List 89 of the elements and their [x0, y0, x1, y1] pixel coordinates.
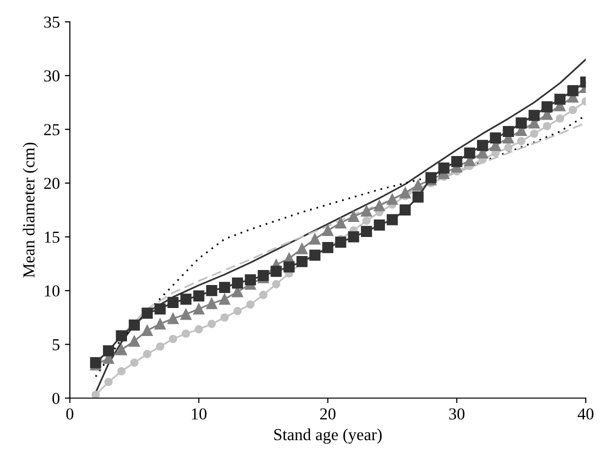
point: [528, 110, 540, 121]
point: [104, 378, 113, 386]
point: [206, 298, 218, 310]
y-axis-title: Mean diameter (cm): [22, 142, 38, 278]
point: [208, 320, 216, 328]
y-tick-label: 5: [52, 339, 60, 350]
point: [116, 344, 127, 356]
point: [168, 334, 178, 344]
point: [542, 122, 552, 130]
point: [142, 324, 153, 336]
point: [554, 94, 566, 105]
point: [556, 114, 564, 123]
point: [193, 303, 204, 314]
point: [477, 140, 488, 152]
x-tick-label: 10: [192, 408, 207, 420]
x-tick-label: 0: [66, 408, 74, 420]
point: [348, 231, 360, 242]
point: [568, 106, 578, 114]
point: [244, 274, 256, 286]
point: [517, 137, 526, 146]
point: [335, 217, 346, 228]
point: [504, 143, 513, 152]
point: [438, 162, 450, 174]
point: [296, 256, 308, 268]
point: [233, 306, 242, 316]
x-tick-label: 30: [449, 408, 464, 420]
point: [284, 261, 295, 273]
point: [128, 319, 140, 331]
point: [516, 117, 527, 128]
point: [259, 290, 268, 300]
point: [128, 336, 140, 347]
point: [219, 294, 230, 305]
point: [130, 358, 138, 367]
point: [143, 350, 152, 358]
point: [180, 294, 192, 305]
point: [386, 214, 398, 226]
point: [451, 156, 462, 168]
y-tick-label: 25: [44, 124, 60, 136]
point: [502, 126, 514, 138]
point: [360, 226, 372, 238]
point: [412, 192, 424, 203]
point: [270, 266, 282, 277]
x-tick-label: 40: [578, 408, 594, 420]
point: [206, 285, 218, 296]
point: [272, 280, 280, 288]
y-tick-label: 30: [44, 70, 60, 82]
point: [219, 282, 230, 293]
y-tick-label: 10: [44, 285, 60, 297]
point: [374, 200, 385, 212]
point: [220, 313, 229, 322]
point: [182, 329, 190, 338]
point: [541, 101, 553, 112]
x-axis-title: Stand age (year): [274, 428, 382, 444]
point: [567, 85, 578, 96]
point: [116, 330, 127, 342]
y-tick-label: 20: [44, 178, 60, 190]
point: [309, 233, 320, 245]
point: [117, 367, 126, 376]
x-tick-label: 20: [320, 408, 336, 420]
point: [167, 313, 179, 324]
point: [530, 129, 538, 138]
point: [156, 342, 164, 351]
point: [154, 303, 166, 314]
point: [142, 308, 153, 319]
point: [400, 204, 411, 216]
point: [400, 187, 411, 198]
point: [490, 132, 502, 144]
point: [180, 308, 192, 320]
y-tick-label: 15: [44, 232, 60, 243]
y-tick-label: 35: [44, 16, 60, 28]
point: [232, 278, 244, 289]
point: [362, 216, 371, 225]
point: [464, 147, 476, 159]
point: [296, 243, 308, 254]
point: [193, 290, 204, 302]
point: [386, 194, 398, 205]
point: [335, 236, 346, 248]
point: [194, 325, 203, 334]
point: [348, 210, 360, 222]
point: [412, 180, 424, 191]
point: [91, 390, 100, 398]
point: [374, 219, 385, 231]
y-tick-label: 0: [52, 392, 60, 404]
point: [322, 224, 334, 236]
point: [246, 300, 255, 309]
point: [360, 206, 372, 217]
point: [167, 296, 179, 308]
point: [102, 345, 114, 356]
point: [154, 318, 166, 330]
